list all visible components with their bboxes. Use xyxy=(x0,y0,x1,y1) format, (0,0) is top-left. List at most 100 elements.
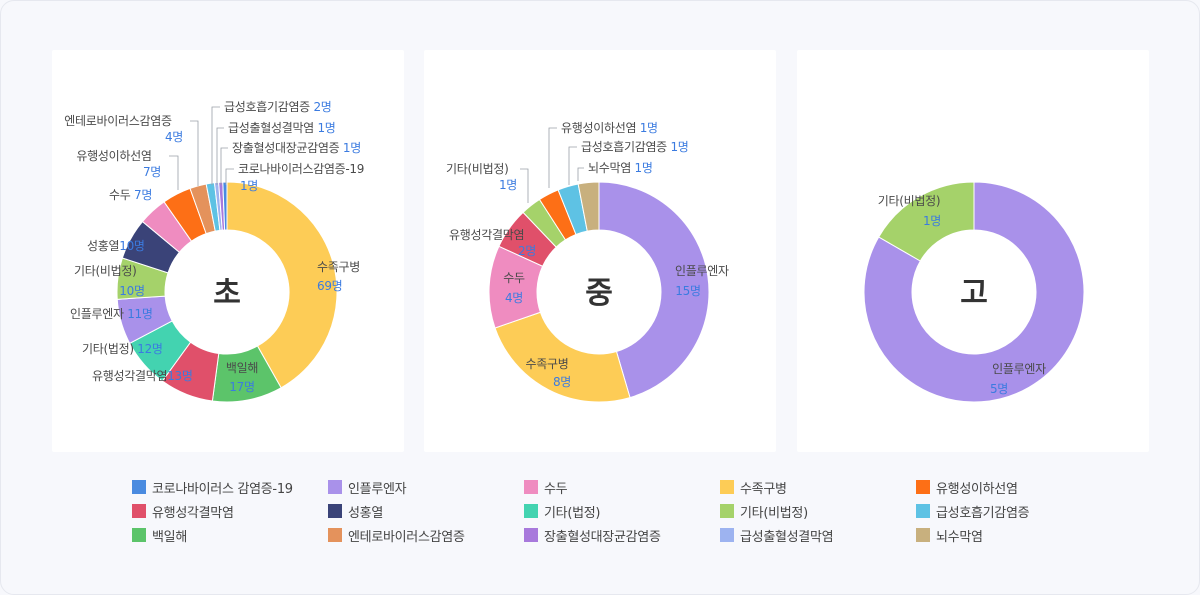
slice-label-count: 4명 xyxy=(165,130,183,144)
slice-label-count: 4명 xyxy=(505,291,523,305)
legend-swatch xyxy=(720,504,734,518)
slice-label: 장출혈성대장균감염증 1명 xyxy=(232,141,361,155)
legend-swatch xyxy=(132,480,146,494)
slice-label: 1명 xyxy=(240,179,258,193)
legend-item[interactable]: 유행성이하선염 xyxy=(916,477,1018,497)
slice-label: 백일해 xyxy=(226,361,258,375)
legend-label: 성홍열 xyxy=(348,505,383,521)
legend-item[interactable]: 엔테로바이러스감염증 xyxy=(328,525,465,545)
slice-label: 15명 xyxy=(675,284,700,298)
legend-label: 장출혈성대장균감염증 xyxy=(544,529,661,545)
legend-item[interactable]: 장출혈성대장균감염증 xyxy=(524,525,661,545)
leader-line xyxy=(225,168,234,185)
slice-인플루엔자[interactable] xyxy=(598,181,710,399)
legend-item[interactable]: 수족구병 xyxy=(720,477,787,497)
slice-label: 1명 xyxy=(923,214,941,228)
slice-수족구병[interactable] xyxy=(494,311,631,403)
slice-label-name: 기타(비법정) xyxy=(446,162,508,176)
slice-label: 8명 xyxy=(553,375,571,389)
leader-line xyxy=(211,106,220,185)
slice-label-count: 1명 xyxy=(317,121,335,135)
slice-label-name: 뇌수막염 xyxy=(588,161,631,175)
legend-item[interactable]: 수두 xyxy=(524,477,568,497)
slice-label: 인플루엔자 11명 xyxy=(70,307,153,321)
legend-swatch xyxy=(524,528,538,542)
slice-label-count: 7명 xyxy=(134,188,152,202)
slice-label: 기타(법정) 12명 xyxy=(82,342,163,356)
slice-label: 10명 xyxy=(119,284,144,298)
slice-label-name: 백일해 xyxy=(226,361,258,375)
slice-label: 급성호흡기감염증 1명 xyxy=(581,140,689,154)
legend-swatch xyxy=(916,480,930,494)
legend-item[interactable]: 급성출혈성결막염 xyxy=(720,525,834,545)
legend-item[interactable]: 인플루엔자 xyxy=(328,477,407,497)
slice-인플루엔자[interactable] xyxy=(863,181,1085,403)
slice-label-name: 수두 xyxy=(503,271,525,285)
slice-label-count: 1명 xyxy=(923,214,941,228)
slice-label-name: 급성호흡기감염증 xyxy=(224,100,310,114)
slice-label-name: 기타(비법정) xyxy=(74,264,136,278)
slice-수족구병[interactable] xyxy=(226,181,338,389)
slice-label-count: 2명 xyxy=(518,244,536,258)
slice-기타(비법정)[interactable] xyxy=(878,181,975,262)
leader-line xyxy=(220,147,228,185)
donut-chart-middle: 중인플루엔자15명수족구병8명수두4명유행성각결막염2명기타(비법정)1명유행성… xyxy=(446,120,729,403)
leader-line xyxy=(577,167,584,181)
legend-label: 급성호흡기감염증 xyxy=(936,505,1030,521)
legend-swatch xyxy=(916,504,930,518)
slice-label-name: 유행성각결막염 xyxy=(92,368,167,383)
slice-label: 기타(비법정) xyxy=(74,264,136,278)
slice-label: 엔테로바이러스감염증 xyxy=(64,114,172,128)
leader-line xyxy=(548,127,557,188)
slice-label-count: 10명 xyxy=(119,284,144,298)
legend-item[interactable]: 기타(법정) xyxy=(524,501,600,521)
slice-label: 유행성각결막염13명 xyxy=(92,368,193,383)
leader-line xyxy=(190,120,199,186)
slice-label-name: 유행성이하선염 xyxy=(561,120,636,135)
slice-label-name: 급성출혈성결막염 xyxy=(228,121,314,135)
slice-label-count: 5명 xyxy=(990,382,1008,396)
legend-item[interactable]: 기타(비법정) xyxy=(720,501,808,521)
legend-swatch xyxy=(132,504,146,518)
leader-line xyxy=(169,155,179,190)
slice-label: 기타(비법정) xyxy=(446,162,508,176)
legend-label: 급성출혈성결막염 xyxy=(740,529,834,545)
legend-item[interactable]: 성홍열 xyxy=(328,501,383,521)
slice-label-count: 1명 xyxy=(634,161,652,175)
slice-label-name: 인플루엔자 xyxy=(675,264,729,278)
legend-swatch xyxy=(524,480,538,494)
slice-label: 코로나바이러스감염증-19 xyxy=(238,162,364,176)
slice-label: 인플루엔자 xyxy=(675,264,729,278)
chart-panel-high: 고 인플루엔자 5명 기타(비법정) 1명 xyxy=(797,50,1149,452)
legend-swatch xyxy=(720,480,734,494)
slice-label-name: 기타(법정) xyxy=(82,342,134,356)
legend-item[interactable]: 코로나바이러스 감염증-19 xyxy=(132,477,293,497)
slice-label: 수두 7명 xyxy=(109,188,152,202)
slice-label: 수족구병 xyxy=(317,260,360,274)
slice-label: 17명 xyxy=(229,380,254,394)
slice-label: 1명 xyxy=(499,178,517,192)
slice-label: 유행성이하선염 1명 xyxy=(561,120,658,135)
slice-label-name: 장출혈성대장균감염증 xyxy=(232,141,340,155)
slice-label-count: 69명 xyxy=(317,279,342,293)
center-label: 고 xyxy=(960,276,988,311)
legend-item[interactable]: 백일해 xyxy=(132,525,187,545)
legend-item[interactable]: 뇌수막염 xyxy=(916,525,983,545)
slice-label-name: 인플루엔자 xyxy=(70,307,124,321)
slice-label: 69명 xyxy=(317,279,342,293)
slice-뇌수막염[interactable] xyxy=(577,181,600,232)
slice-label: 성홍열10명 xyxy=(87,239,145,253)
legend-item[interactable]: 급성호흡기감염증 xyxy=(916,501,1030,521)
legend-label: 수족구병 xyxy=(740,481,787,497)
legend-item[interactable]: 유행성각결막염 xyxy=(132,501,234,521)
chart-panel-middle: 중 인플루엔자 15명 수족구병 8명 수두 4명 유행성각결막염 2명 기타(비법정) 1명 유행성… xyxy=(424,50,776,452)
legend-label: 백일해 xyxy=(152,529,187,545)
slice-label-count: 12명 xyxy=(137,342,162,356)
slice-label-count: 2명 xyxy=(313,100,331,114)
slice-코로나바이러스감염증-19[interactable] xyxy=(222,181,228,231)
slice-label-count: 7명 xyxy=(143,165,161,179)
slice-label-count: 17명 xyxy=(229,380,254,394)
slice-label: 기타(비법정) xyxy=(878,194,940,208)
